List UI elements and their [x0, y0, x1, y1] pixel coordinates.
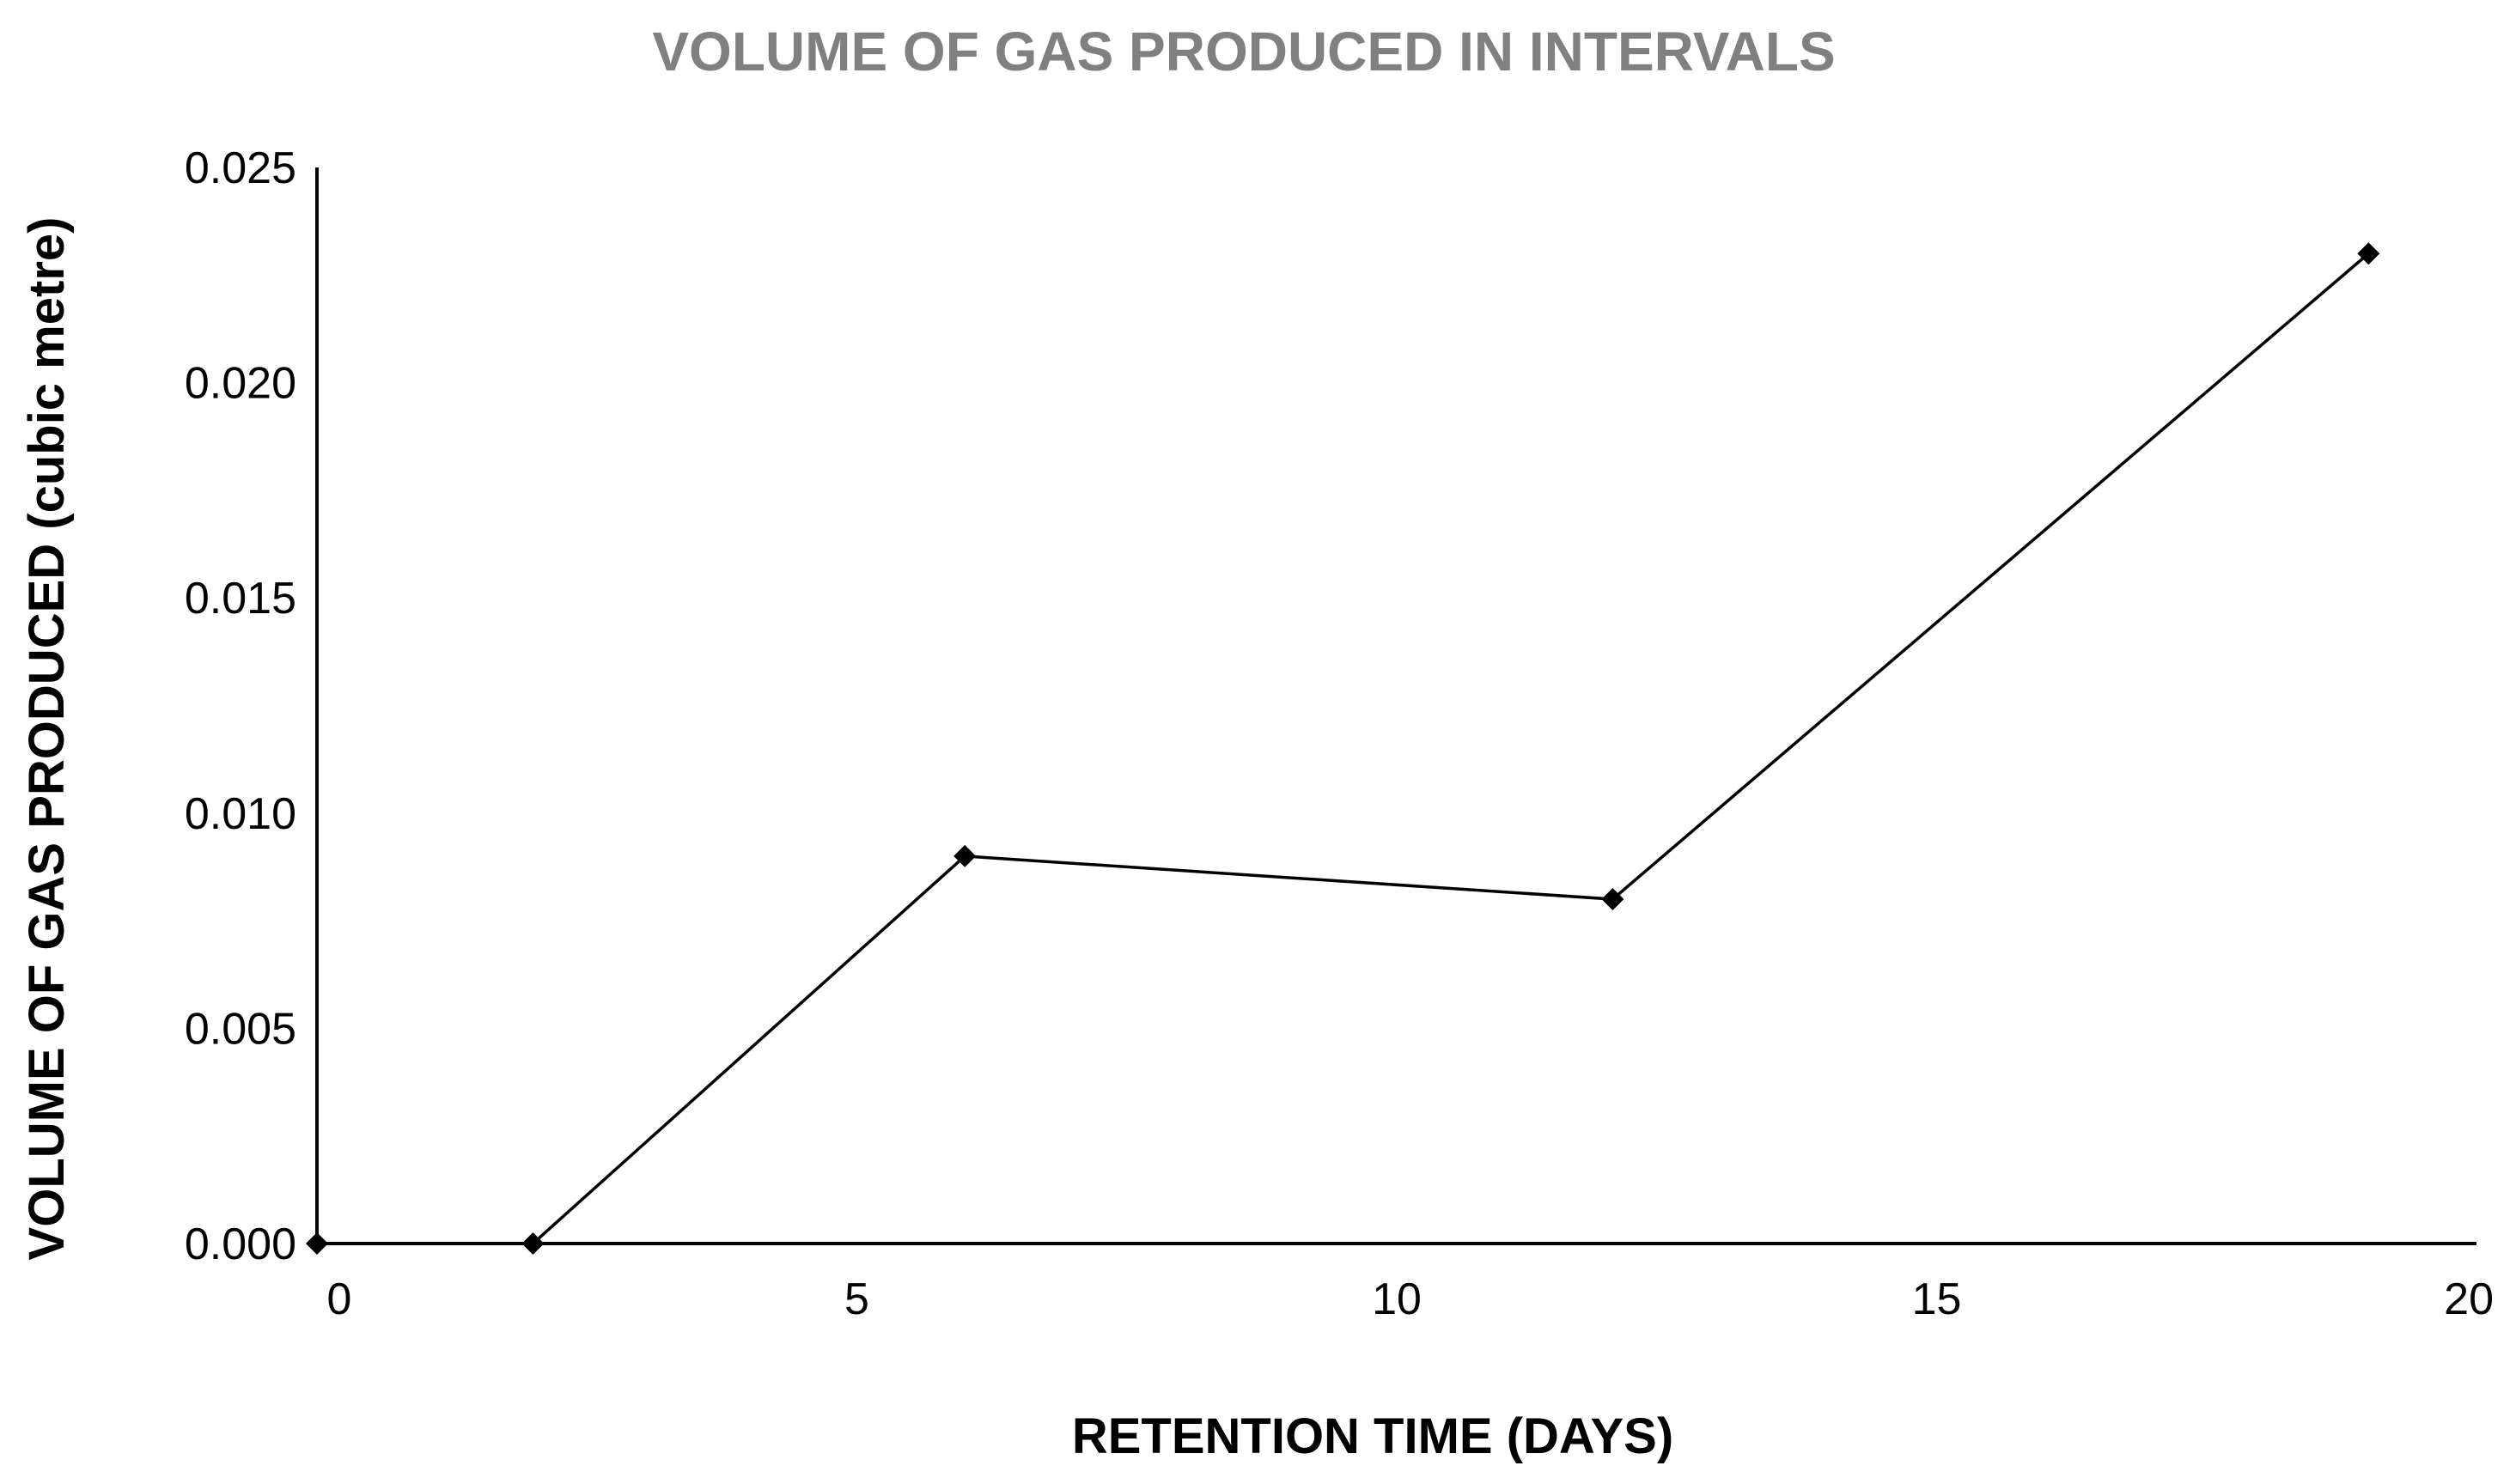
x-tick-label: 15: [1912, 1274, 1962, 1324]
y-tick-label: 0.010: [185, 789, 296, 839]
x-tick-label: 10: [1372, 1274, 1422, 1324]
y-tick-label: 0.015: [185, 574, 296, 623]
data-point: [306, 1232, 328, 1255]
x-axis-label: RETENTION TIME (DAYS): [1072, 1408, 1673, 1464]
data-point: [1601, 888, 1624, 911]
x-tick-label: 20: [2444, 1274, 2494, 1324]
chart-title: VOLUME OF GAS PRODUCED IN INTERVALS: [652, 21, 1835, 82]
x-axis-ticks: 0 5 10 15 20: [327, 1274, 2494, 1324]
data-point: [953, 844, 977, 867]
y-tick-label: 0.005: [185, 1004, 296, 1054]
y-tick-label: 0.000: [185, 1219, 296, 1269]
y-tick-label: 0.025: [185, 143, 296, 193]
x-tick-label: 5: [844, 1274, 869, 1324]
y-axis-ticks: 0.000 0.005 0.010 0.015 0.020 0.025: [185, 143, 296, 1269]
data-point: [521, 1232, 545, 1255]
series-line: [317, 252, 2370, 1245]
y-tick-label: 0.020: [185, 359, 296, 409]
y-axis-label: VOLUME OF GAS PRODUCED (cubic metre): [19, 217, 75, 1261]
data-point: [2357, 242, 2380, 265]
x-tick-label: 0: [327, 1274, 352, 1324]
series-group: [306, 242, 2380, 1255]
